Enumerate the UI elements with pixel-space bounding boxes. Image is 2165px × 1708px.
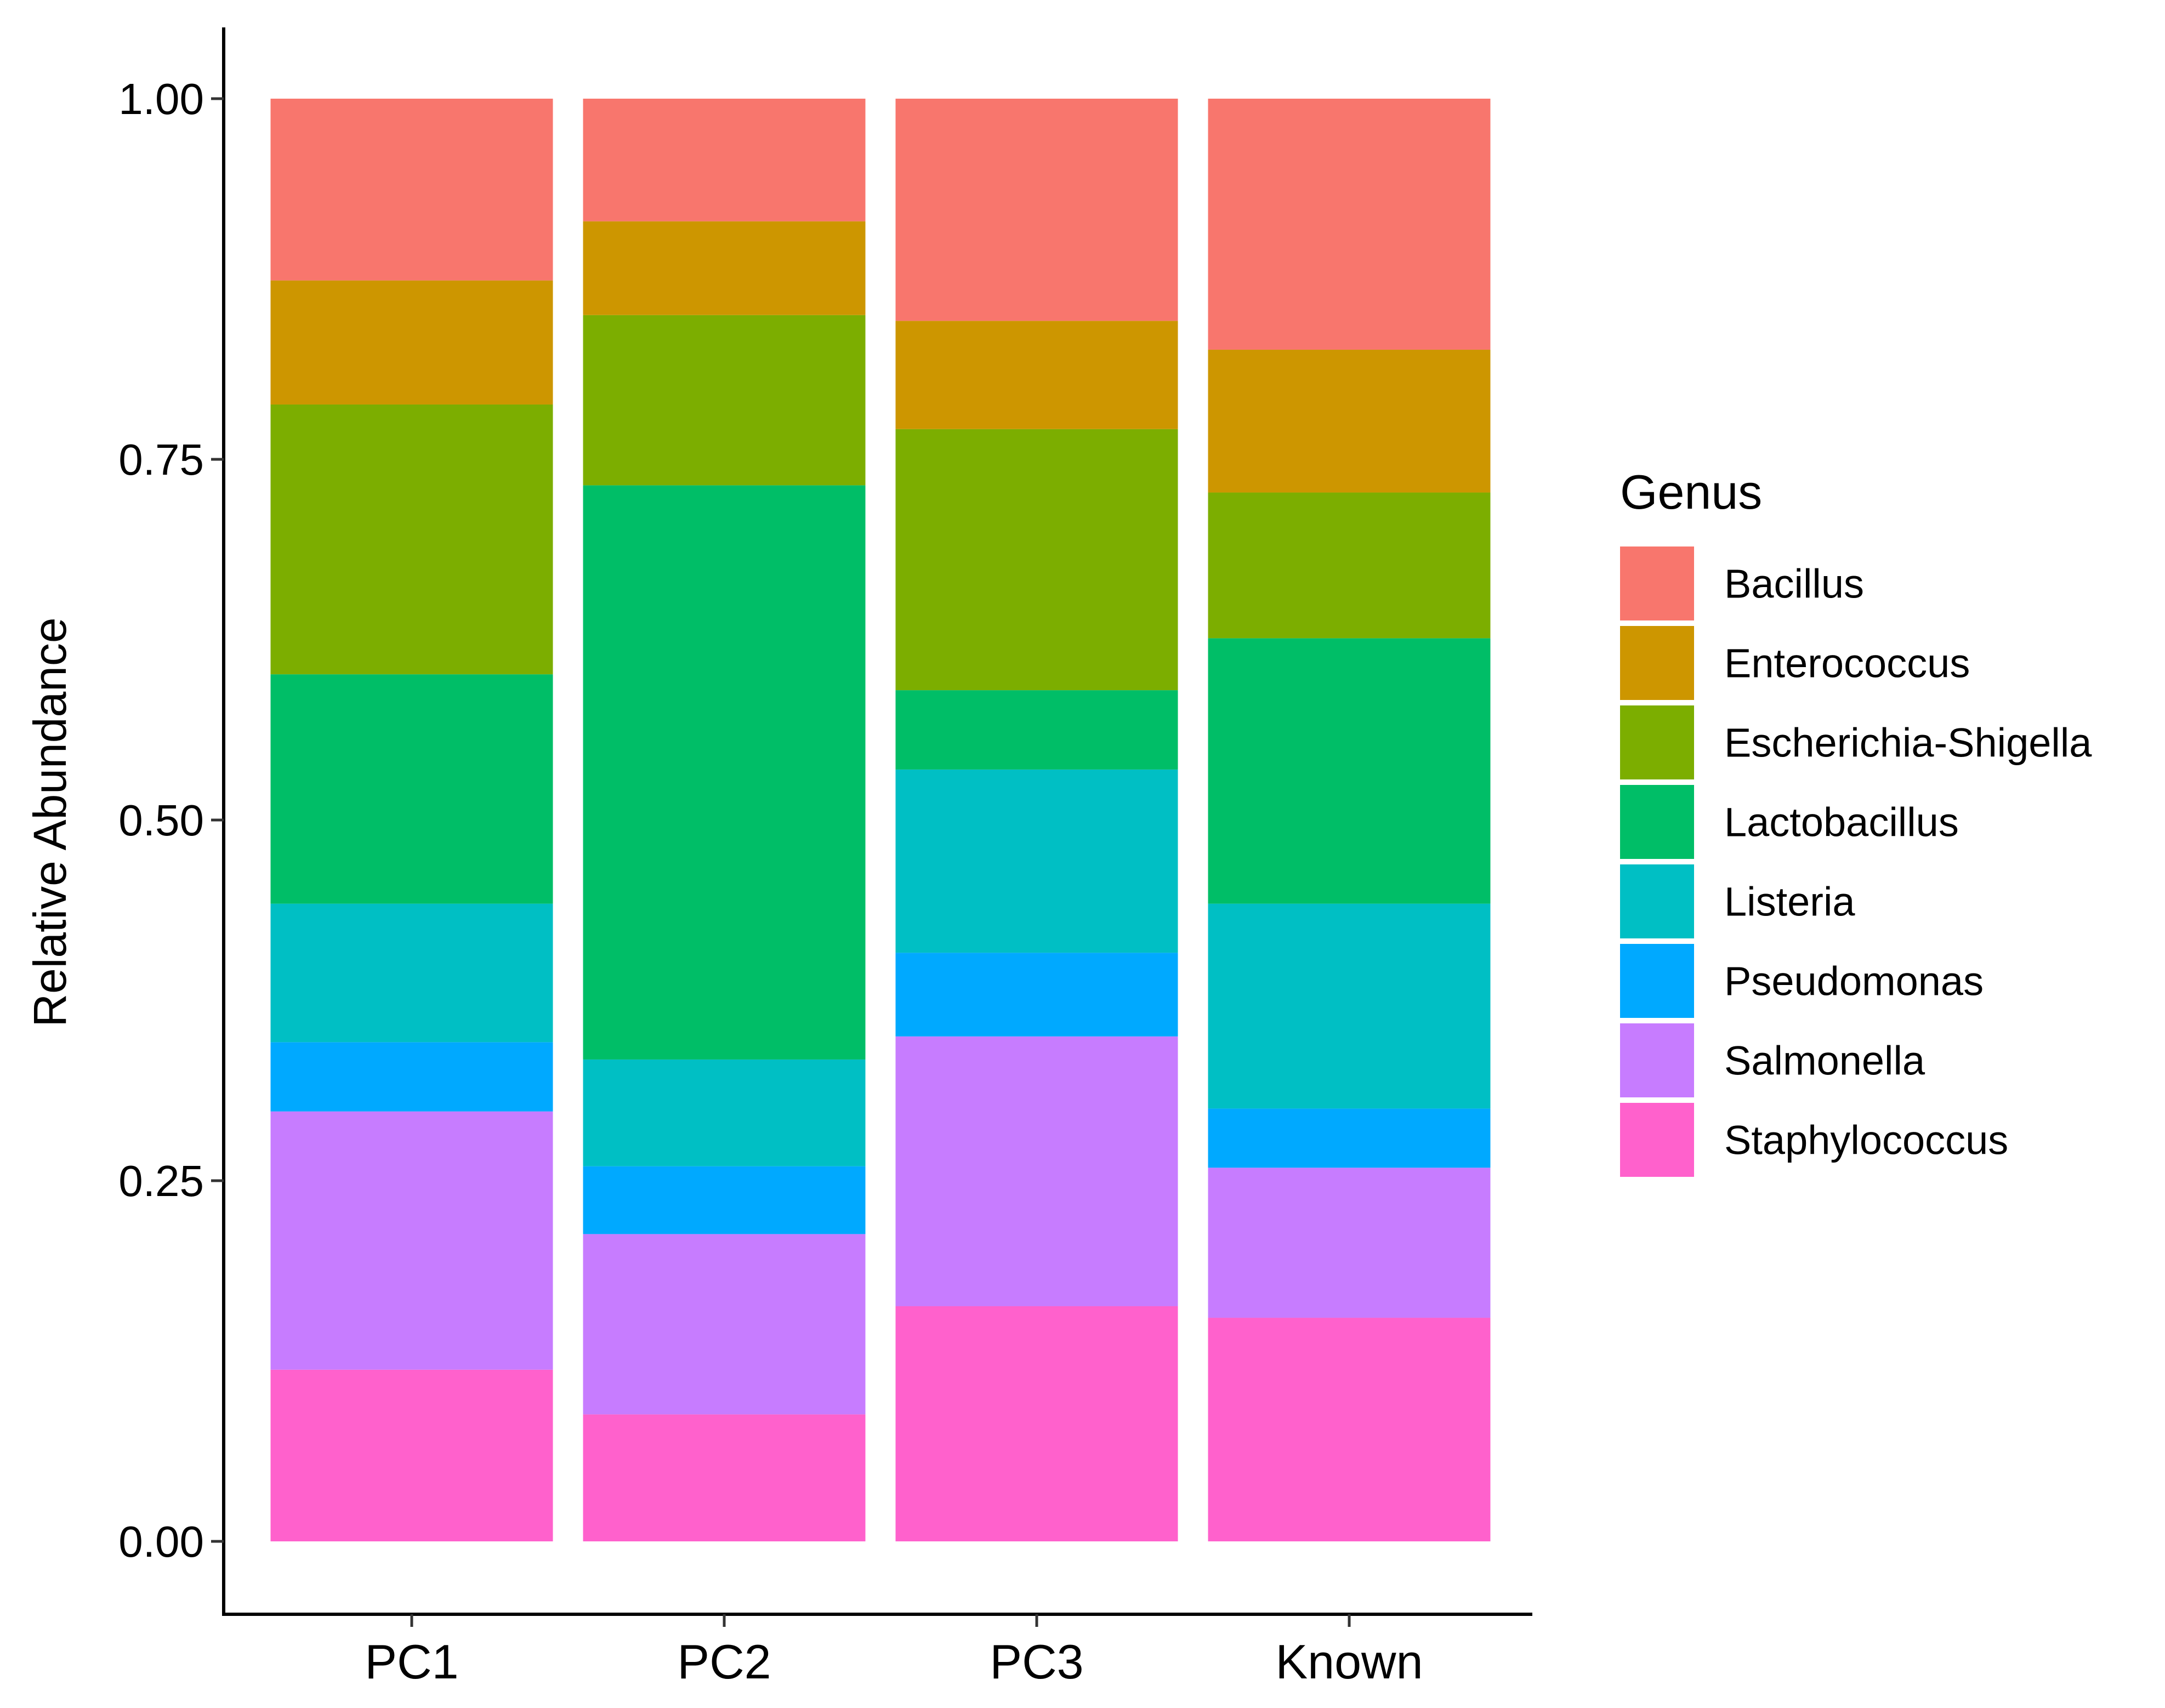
y-ticks-group: 0.00 0.25 0.50 0.75 1.00 [118,75,224,1566]
x-tick-label-pc1: PC1 [365,1635,458,1689]
bar-segment-known-staphylococcus [1208,1318,1491,1541]
bar-segment-pc2-pseudomonas [583,1166,866,1234]
bar-segment-pc1-staphylococcus [270,1369,553,1541]
y-tick-label: 0.25 [118,1157,204,1205]
legend-key-staphylococcus [1620,1103,1694,1177]
bar-segment-pc3-escherichia-shigella [895,429,1178,691]
y-tick-label: 1.00 [118,75,204,123]
y-tick-label: 0.75 [118,435,204,484]
bar-segment-pc3-staphylococcus [895,1306,1178,1541]
legend-title: Genus [1620,465,1762,519]
legend-label-bacillus: Bacillus [1724,561,1864,607]
legend-key-escherichia-shigella [1620,705,1694,779]
legend-label-staphylococcus: Staphylococcus [1724,1118,2008,1163]
y-tick-label: 0.00 [118,1517,204,1566]
bar-segment-pc3-enterococcus [895,321,1178,429]
x-ticks-group: PC1 PC2 PC3 Known [365,1614,1423,1689]
bar-segment-known-escherichia-shigella [1208,492,1491,639]
legend: Genus Bacillus Enterococcus Escherichia-Sh… [1620,465,2092,1177]
bar-segment-known-lactobacillus [1208,638,1491,904]
legend-key-bacillus [1620,546,1694,620]
bar-segment-pc2-bacillus [583,99,866,221]
legend-label-listeria: Listeria [1724,879,1855,925]
bar-segment-pc1-enterococcus [270,280,553,405]
y-tick-label: 0.50 [118,796,204,845]
y-axis-title: Relative Abundance [24,617,76,1027]
bar-segment-pc1-bacillus [270,99,553,281]
bar-segment-pc2-staphylococcus [583,1414,866,1541]
bar-segment-pc3-bacillus [895,99,1178,321]
bars-group [270,99,1491,1541]
legend-label-escherichia-shigella: Escherichia-Shigella [1724,720,2092,766]
bar-segment-known-listeria [1208,903,1491,1109]
bar-segment-pc3-lactobacillus [895,690,1178,770]
bar-segment-known-bacillus [1208,99,1491,350]
legend-label-lactobacillus: Lactobacillus [1724,800,1959,845]
bar-segment-known-pseudomonas [1208,1108,1491,1168]
bar-segment-pc1-salmonella [270,1111,553,1370]
bar-segment-pc1-pseudomonas [270,1042,553,1112]
bar-segment-pc1-escherichia-shigella [270,404,553,675]
bar-segment-pc1-lactobacillus [270,674,553,904]
bar-segment-known-salmonella [1208,1168,1491,1318]
x-tick-label-pc3: PC3 [990,1635,1083,1689]
legend-label-pseudomonas: Pseudomonas [1724,959,1984,1004]
x-tick-label-pc2: PC2 [677,1635,771,1689]
legend-key-listeria [1620,864,1694,938]
x-tick-label-known: Known [1275,1635,1423,1689]
bar-segment-pc3-salmonella [895,1036,1178,1306]
bar-segment-pc3-pseudomonas [895,953,1178,1037]
legend-key-salmonella [1620,1023,1694,1097]
bar-segment-pc2-listeria [583,1059,866,1166]
legend-key-enterococcus [1620,626,1694,700]
legend-label-enterococcus: Enterococcus [1724,641,1970,686]
legend-key-lactobacillus [1620,785,1694,859]
legend-label-salmonella: Salmonella [1724,1038,1925,1084]
bar-segment-pc1-listeria [270,903,553,1043]
legend-key-pseudomonas [1620,944,1694,1018]
bar-segment-pc2-salmonella [583,1234,866,1415]
bar-segment-pc3-listeria [895,769,1178,953]
bar-segment-pc2-enterococcus [583,221,866,315]
bar-segment-pc2-escherichia-shigella [583,315,866,486]
bar-segment-pc2-lactobacillus [583,485,866,1060]
bar-segment-known-enterococcus [1208,349,1491,493]
